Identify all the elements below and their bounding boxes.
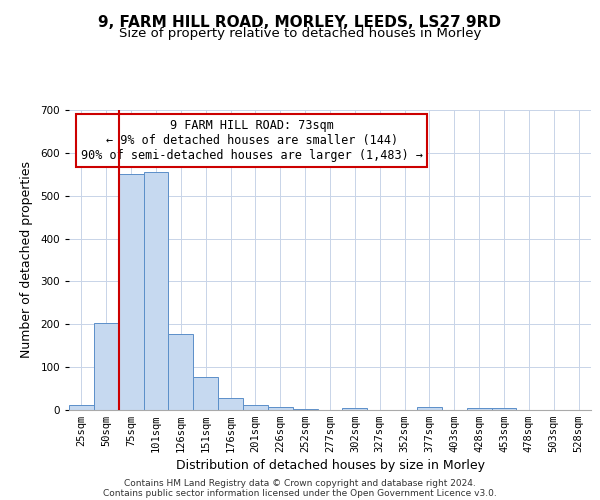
Bar <box>169 334 193 410</box>
Bar <box>119 174 143 410</box>
Bar <box>491 408 517 410</box>
Bar <box>417 406 442 410</box>
Bar <box>143 172 169 410</box>
Bar <box>193 378 218 410</box>
Bar <box>293 408 317 410</box>
Bar <box>343 408 367 410</box>
Bar <box>268 407 293 410</box>
Bar <box>467 408 491 410</box>
Text: 9, FARM HILL ROAD, MORLEY, LEEDS, LS27 9RD: 9, FARM HILL ROAD, MORLEY, LEEDS, LS27 9… <box>98 15 502 30</box>
X-axis label: Distribution of detached houses by size in Morley: Distribution of detached houses by size … <box>176 460 485 472</box>
Bar <box>218 398 243 410</box>
Y-axis label: Number of detached properties: Number of detached properties <box>20 162 34 358</box>
Bar <box>243 406 268 410</box>
Text: Size of property relative to detached houses in Morley: Size of property relative to detached ho… <box>119 28 481 40</box>
Text: 9 FARM HILL ROAD: 73sqm
← 9% of detached houses are smaller (144)
90% of semi-de: 9 FARM HILL ROAD: 73sqm ← 9% of detached… <box>80 119 422 162</box>
Bar <box>69 405 94 410</box>
Bar <box>94 323 119 410</box>
Text: Contains HM Land Registry data © Crown copyright and database right 2024.: Contains HM Land Registry data © Crown c… <box>124 478 476 488</box>
Text: Contains public sector information licensed under the Open Government Licence v3: Contains public sector information licen… <box>103 488 497 498</box>
